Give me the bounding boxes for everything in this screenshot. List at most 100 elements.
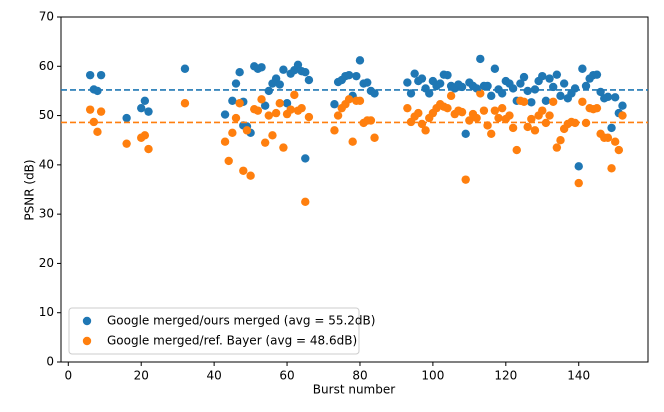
point <box>538 71 547 81</box>
point <box>403 103 412 113</box>
point <box>403 78 412 87</box>
point <box>479 106 489 115</box>
x-tick-label: 120 <box>494 369 517 383</box>
point <box>443 103 452 113</box>
point <box>253 106 263 115</box>
x-tick-label: 60 <box>279 369 294 383</box>
point <box>180 64 190 73</box>
point <box>530 126 540 135</box>
point <box>541 118 551 128</box>
point <box>257 95 266 104</box>
point <box>333 111 343 120</box>
point <box>228 128 237 138</box>
y-tick-label: 20 <box>39 256 54 270</box>
point <box>344 70 354 80</box>
point <box>421 126 430 135</box>
point <box>618 111 627 120</box>
point <box>508 123 518 133</box>
point <box>556 91 565 101</box>
x-tick-label: 40 <box>206 369 221 383</box>
point <box>443 70 452 80</box>
point <box>344 95 354 104</box>
point <box>519 72 529 82</box>
point <box>282 99 292 108</box>
point <box>180 99 190 108</box>
point <box>435 79 445 88</box>
point <box>257 63 266 72</box>
point <box>355 56 365 65</box>
point <box>275 99 284 108</box>
x-tick-label: 0 <box>64 369 72 383</box>
point <box>239 166 248 175</box>
point <box>228 96 237 105</box>
point <box>461 175 470 184</box>
point <box>220 110 230 119</box>
point <box>545 74 554 83</box>
point <box>578 64 587 73</box>
y-tick-label: 50 <box>39 108 54 122</box>
point <box>85 70 95 80</box>
point <box>446 91 456 101</box>
legend-box <box>68 307 360 355</box>
point <box>271 108 281 118</box>
x-axis-label: Burst number <box>313 383 395 397</box>
point <box>490 64 500 73</box>
legend-marker <box>82 336 92 346</box>
point <box>574 162 583 171</box>
point <box>264 111 274 120</box>
point <box>512 145 521 155</box>
legend-label: Google merged/ours merged (avg = 55.2dB) <box>107 314 375 328</box>
point <box>279 143 288 152</box>
point <box>527 98 536 107</box>
plot-frame <box>60 16 649 363</box>
point <box>570 84 580 93</box>
point <box>235 99 244 108</box>
y-tick-label: 0 <box>46 355 54 369</box>
point <box>592 103 602 113</box>
point <box>552 70 562 79</box>
point <box>516 79 525 88</box>
point <box>301 68 310 77</box>
point <box>297 103 306 113</box>
point <box>330 100 339 109</box>
y-tick-label: 70 <box>39 10 54 24</box>
point <box>304 75 314 85</box>
point <box>330 126 339 135</box>
y-tick-label: 30 <box>39 207 54 221</box>
point <box>224 156 233 166</box>
point <box>140 96 150 105</box>
point <box>618 101 627 110</box>
point <box>578 97 587 106</box>
point <box>527 114 536 124</box>
point <box>483 81 492 91</box>
point <box>505 111 514 120</box>
point <box>137 103 146 113</box>
point <box>497 103 507 113</box>
point <box>220 137 230 146</box>
point <box>476 89 485 98</box>
point <box>603 92 613 102</box>
point <box>461 129 470 139</box>
x-tick-label: 140 <box>567 369 590 383</box>
point <box>414 108 423 118</box>
point <box>614 145 624 155</box>
point <box>523 122 532 132</box>
point <box>538 106 547 115</box>
point <box>96 107 106 116</box>
point <box>487 91 496 101</box>
legend-marker <box>82 316 92 326</box>
point <box>242 126 252 135</box>
y-axis-label: PSNR (dB) <box>23 159 37 220</box>
point <box>610 93 620 102</box>
point <box>574 178 583 188</box>
point <box>472 113 481 123</box>
y-tick-label: 40 <box>39 157 54 171</box>
point <box>96 70 106 80</box>
point <box>286 105 295 114</box>
point <box>260 138 270 147</box>
point <box>370 133 379 142</box>
y-tick-label: 60 <box>39 59 54 73</box>
point <box>607 123 616 133</box>
point <box>406 89 416 98</box>
